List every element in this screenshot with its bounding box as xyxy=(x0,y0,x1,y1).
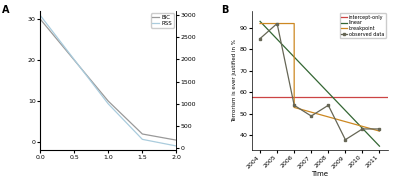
RSS xyxy=(38,14,42,16)
Line: RSS: RSS xyxy=(40,15,176,146)
observed data xyxy=(360,128,365,130)
BIC xyxy=(38,18,42,20)
Legend: intercept-only, linear, breakpoint, observed data: intercept-only, linear, breakpoint, obse… xyxy=(340,13,386,38)
BIC xyxy=(106,100,111,102)
observed data xyxy=(377,128,382,130)
observed data xyxy=(275,22,280,25)
Line: breakpoint: breakpoint xyxy=(260,24,380,131)
RSS xyxy=(106,103,111,105)
Y-axis label: Terrorism is ever justified in %: Terrorism is ever justified in % xyxy=(232,39,237,122)
observed data xyxy=(343,139,348,141)
BIC xyxy=(174,139,179,141)
X-axis label: Time: Time xyxy=(311,171,328,177)
RSS xyxy=(140,138,145,140)
breakpoint xyxy=(275,22,280,25)
Text: B: B xyxy=(222,5,229,15)
observed data xyxy=(258,38,262,40)
Line: BIC: BIC xyxy=(40,19,176,140)
breakpoint xyxy=(377,130,382,132)
RSS xyxy=(174,145,179,147)
Text: A: A xyxy=(2,5,9,15)
Line: observed data: observed data xyxy=(259,22,381,141)
breakpoint xyxy=(292,22,296,25)
Legend: BIC, RSS: BIC, RSS xyxy=(151,13,174,28)
breakpoint xyxy=(258,22,262,25)
BIC xyxy=(140,133,145,135)
observed data xyxy=(326,104,331,106)
observed data xyxy=(309,115,314,117)
breakpoint xyxy=(292,106,296,109)
observed data xyxy=(292,104,296,106)
